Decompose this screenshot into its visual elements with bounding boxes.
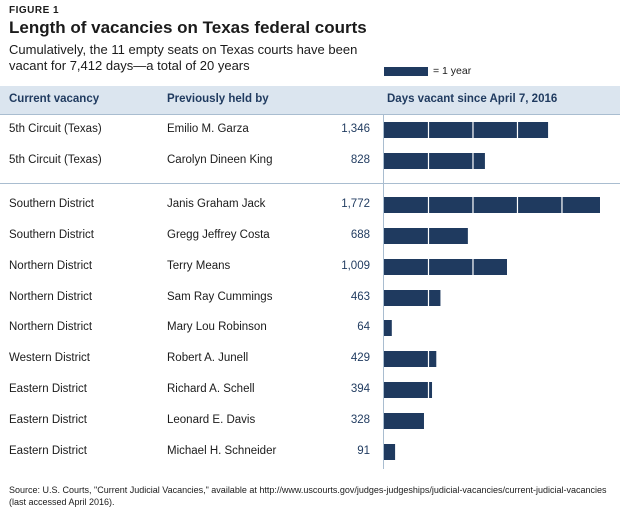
row-previously-held-by: Emilio M. Garza bbox=[167, 123, 249, 135]
bar-value-label: 1,346 bbox=[341, 123, 370, 135]
chart-subtitle: Cumulatively, the 11 empty seats on Texa… bbox=[9, 42, 358, 73]
bar-value-label: 64 bbox=[357, 321, 370, 333]
axis-line bbox=[383, 114, 384, 469]
row-previously-held-by: Sam Ray Cummings bbox=[167, 291, 273, 303]
bar bbox=[384, 228, 468, 244]
bar-value-label: 394 bbox=[350, 383, 370, 395]
bar bbox=[384, 444, 396, 460]
bar bbox=[384, 153, 485, 169]
bar bbox=[384, 122, 549, 138]
header-previously-held-by: Previously held by bbox=[167, 93, 269, 105]
row-previously-held-by: Janis Graham Jack bbox=[167, 198, 266, 210]
bar-value-label: 1,772 bbox=[341, 198, 370, 210]
bar-value-label: 1,009 bbox=[341, 260, 370, 272]
legend: = 1 year bbox=[384, 65, 471, 77]
row-previously-held-by: Terry Means bbox=[167, 260, 231, 272]
group-divider bbox=[0, 183, 620, 184]
bar-value-label: 463 bbox=[350, 291, 370, 303]
row-current-vacancy: Northern District bbox=[9, 260, 93, 272]
legend-swatch bbox=[384, 66, 428, 76]
row-current-vacancy: Eastern District bbox=[9, 414, 87, 426]
figure-label: FIGURE 1 bbox=[9, 5, 60, 16]
row-current-vacancy: Northern District bbox=[9, 291, 93, 303]
row-current-vacancy: Eastern District bbox=[9, 383, 87, 395]
bar-value-label: 91 bbox=[357, 445, 370, 457]
bar bbox=[384, 351, 437, 367]
bar bbox=[384, 320, 392, 336]
row-previously-held-by: Robert A. Junell bbox=[167, 352, 249, 364]
source-note: Source: U.S. Courts, "Current Judicial V… bbox=[9, 485, 607, 507]
row-previously-held-by: Gregg Jeffrey Costa bbox=[167, 229, 270, 241]
row-current-vacancy: 5th Circuit (Texas) bbox=[9, 123, 102, 135]
bar-value-label: 688 bbox=[350, 229, 370, 241]
chart-title: Length of vacancies on Texas federal cou… bbox=[9, 18, 367, 37]
row-current-vacancy: Eastern District bbox=[9, 445, 87, 457]
row-previously-held-by: Richard A. Schell bbox=[167, 383, 255, 395]
bar-value-label: 828 bbox=[350, 154, 370, 166]
row-current-vacancy: Western District bbox=[9, 352, 90, 364]
bar-value-label: 429 bbox=[350, 352, 370, 364]
bar-value-label: 328 bbox=[350, 414, 370, 426]
row-previously-held-by: Michael H. Schneider bbox=[167, 445, 277, 457]
row-previously-held-by: Carolyn Dineen King bbox=[167, 154, 273, 166]
row-previously-held-by: Mary Lou Robinson bbox=[167, 321, 267, 333]
row-current-vacancy: Southern District bbox=[9, 229, 95, 241]
bar bbox=[384, 413, 424, 429]
row-previously-held-by: Leonard E. Davis bbox=[167, 414, 256, 426]
row-current-vacancy: Northern District bbox=[9, 321, 93, 333]
bar bbox=[384, 259, 507, 275]
row-current-vacancy: 5th Circuit (Texas) bbox=[9, 154, 102, 166]
legend-label: = 1 year bbox=[433, 65, 472, 77]
header-current-vacancy: Current vacancy bbox=[9, 93, 100, 105]
bar bbox=[384, 197, 600, 213]
bar bbox=[384, 290, 441, 306]
header-days-vacant: Days vacant since April 7, 2016 bbox=[387, 93, 558, 105]
bar bbox=[384, 382, 433, 398]
table-header bbox=[0, 86, 620, 115]
row-current-vacancy: Southern District bbox=[9, 198, 95, 210]
